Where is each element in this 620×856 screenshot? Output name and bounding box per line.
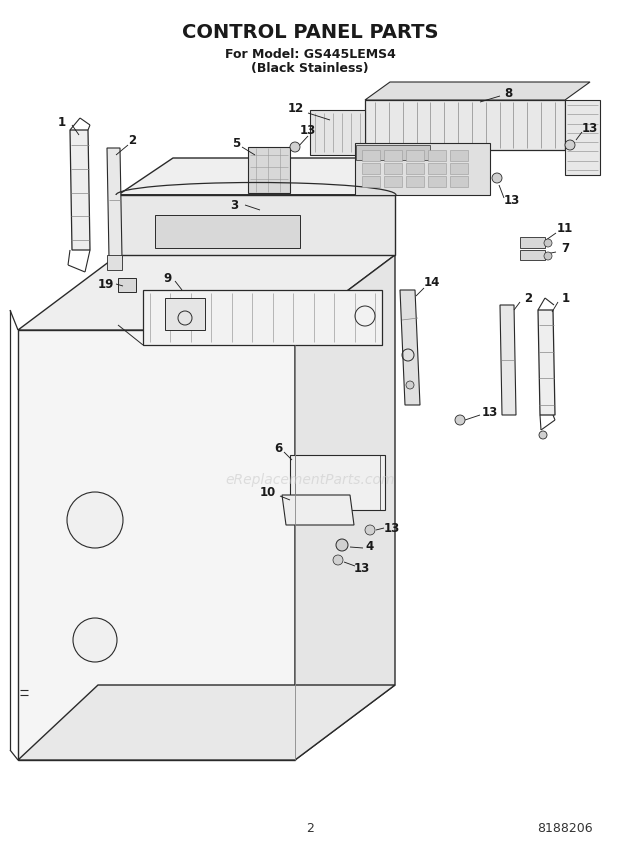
- Polygon shape: [406, 176, 424, 187]
- Circle shape: [492, 173, 502, 183]
- Text: 6: 6: [274, 442, 282, 455]
- Polygon shape: [362, 150, 380, 161]
- Polygon shape: [118, 158, 450, 195]
- Text: 12: 12: [288, 102, 304, 115]
- Polygon shape: [282, 495, 354, 525]
- Text: 2: 2: [524, 292, 532, 305]
- Polygon shape: [384, 150, 402, 161]
- Text: 13: 13: [354, 562, 370, 574]
- Polygon shape: [450, 150, 468, 161]
- Polygon shape: [500, 305, 516, 415]
- Circle shape: [544, 252, 552, 260]
- Text: 13: 13: [300, 123, 316, 136]
- Polygon shape: [362, 176, 380, 187]
- Polygon shape: [70, 130, 90, 250]
- Text: 2: 2: [128, 134, 136, 146]
- Polygon shape: [450, 176, 468, 187]
- Polygon shape: [165, 298, 205, 330]
- Text: 13: 13: [384, 521, 400, 534]
- Polygon shape: [406, 150, 424, 161]
- Circle shape: [290, 142, 300, 152]
- Polygon shape: [155, 215, 300, 248]
- Text: 11: 11: [557, 222, 573, 235]
- Polygon shape: [365, 82, 590, 100]
- Text: (Black Stainless): (Black Stainless): [251, 62, 369, 74]
- Text: 19: 19: [98, 278, 114, 292]
- Text: 9: 9: [164, 271, 172, 284]
- Polygon shape: [565, 100, 600, 175]
- Text: 1: 1: [562, 292, 570, 305]
- Text: 13: 13: [582, 122, 598, 134]
- Polygon shape: [384, 163, 402, 174]
- Circle shape: [565, 140, 575, 150]
- Polygon shape: [143, 290, 382, 345]
- Circle shape: [336, 539, 348, 551]
- Text: 8: 8: [504, 86, 512, 99]
- Text: eReplacementParts.com: eReplacementParts.com: [225, 473, 395, 487]
- Text: 4: 4: [366, 540, 374, 554]
- Circle shape: [365, 525, 375, 535]
- Polygon shape: [118, 278, 136, 292]
- Text: 8188206: 8188206: [537, 822, 593, 835]
- Polygon shape: [538, 310, 555, 415]
- Polygon shape: [107, 255, 122, 270]
- Polygon shape: [248, 147, 290, 193]
- Text: 5: 5: [232, 136, 240, 150]
- Polygon shape: [18, 255, 395, 330]
- Polygon shape: [290, 455, 385, 510]
- Polygon shape: [362, 163, 380, 174]
- Polygon shape: [450, 163, 468, 174]
- Polygon shape: [18, 330, 295, 760]
- Polygon shape: [400, 290, 420, 405]
- Polygon shape: [18, 685, 395, 760]
- Polygon shape: [355, 143, 490, 195]
- Text: 3: 3: [230, 199, 238, 211]
- Text: 14: 14: [424, 276, 440, 289]
- Text: 13: 13: [504, 193, 520, 206]
- Circle shape: [333, 555, 343, 565]
- Polygon shape: [406, 163, 424, 174]
- Text: For Model: GS445LEMS4: For Model: GS445LEMS4: [224, 47, 396, 61]
- Circle shape: [73, 618, 117, 662]
- Polygon shape: [365, 100, 565, 150]
- Text: 7: 7: [561, 241, 569, 254]
- Circle shape: [67, 492, 123, 548]
- Polygon shape: [520, 237, 545, 248]
- Text: CONTROL PANEL PARTS: CONTROL PANEL PARTS: [182, 22, 438, 41]
- Polygon shape: [520, 250, 545, 260]
- Polygon shape: [295, 255, 395, 760]
- Text: 10: 10: [260, 485, 276, 498]
- Polygon shape: [310, 110, 365, 155]
- Polygon shape: [384, 176, 402, 187]
- Text: 2: 2: [306, 822, 314, 835]
- Circle shape: [406, 381, 414, 389]
- Circle shape: [539, 431, 547, 439]
- Polygon shape: [107, 148, 122, 258]
- Polygon shape: [428, 176, 446, 187]
- Polygon shape: [428, 163, 446, 174]
- Polygon shape: [356, 145, 430, 160]
- Polygon shape: [118, 195, 395, 255]
- Text: 13: 13: [482, 406, 498, 419]
- Circle shape: [455, 415, 465, 425]
- Polygon shape: [428, 150, 446, 161]
- Text: 1: 1: [58, 116, 66, 128]
- Circle shape: [544, 239, 552, 247]
